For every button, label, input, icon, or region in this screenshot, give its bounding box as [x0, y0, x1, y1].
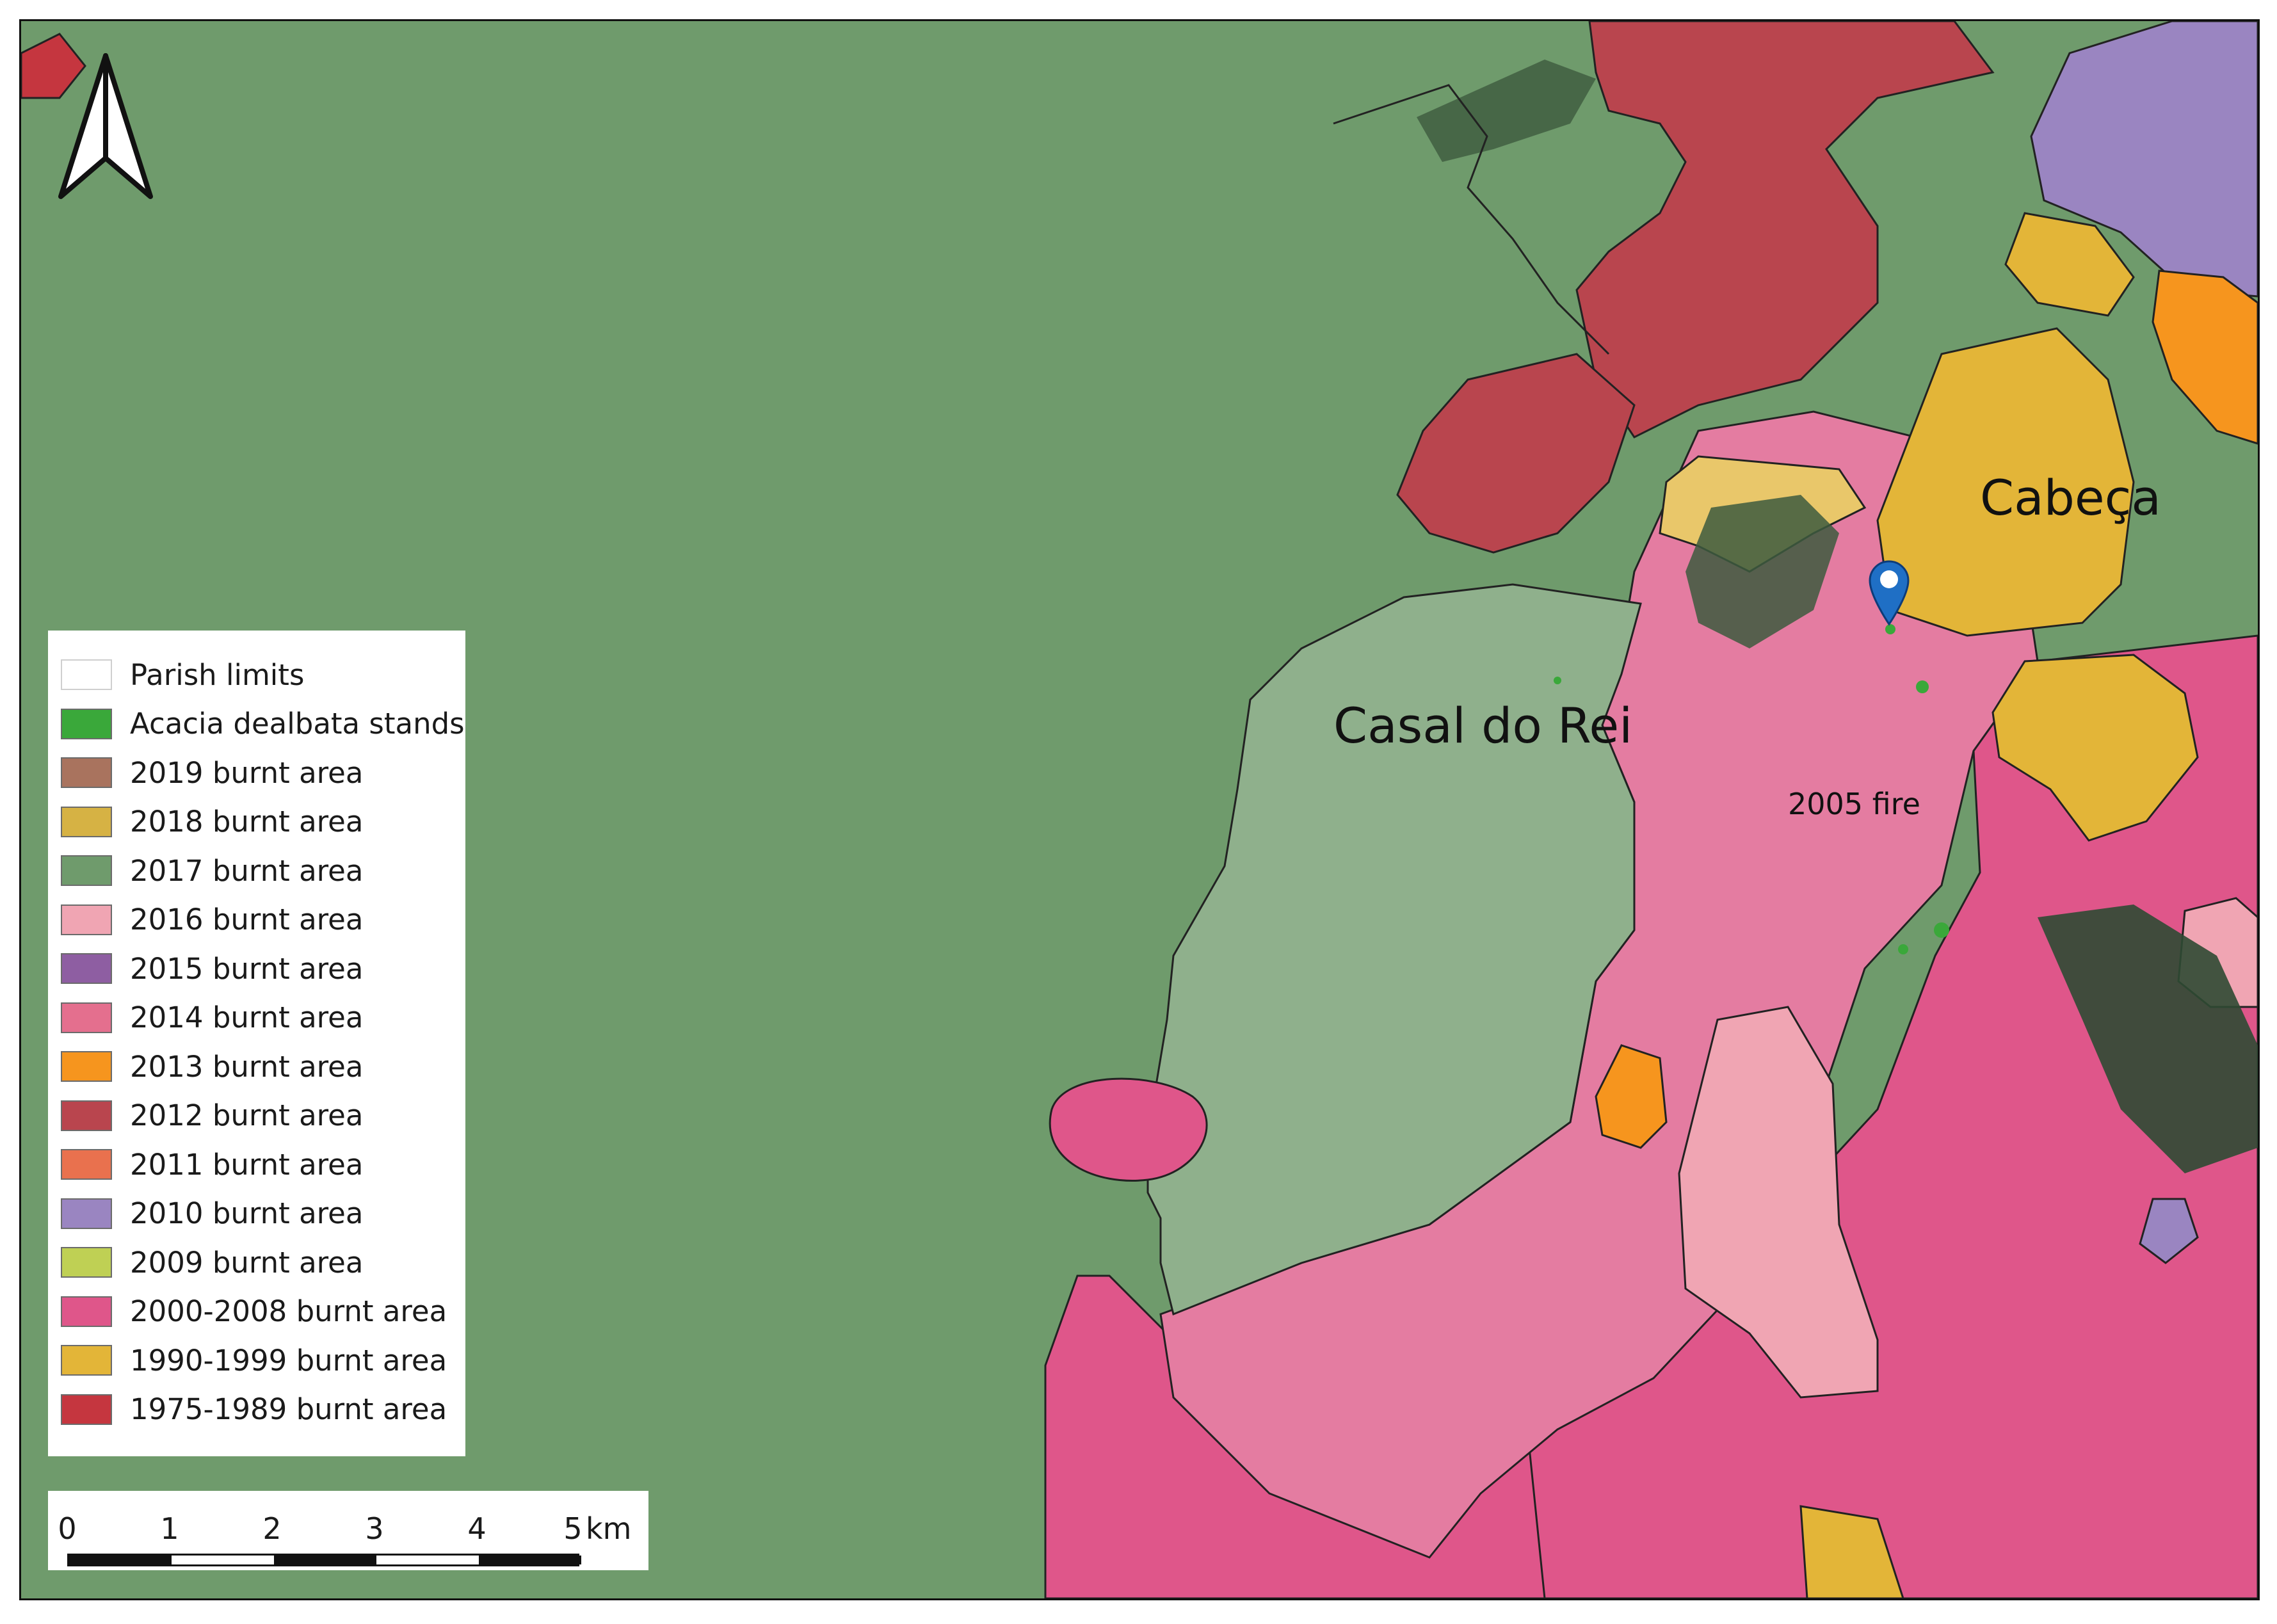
legend-item: 2015 burnt area	[61, 950, 363, 987]
forest-patch-east	[2038, 904, 2258, 1173]
legend-swatch	[61, 1394, 112, 1425]
scale-tick-4: 4	[467, 1511, 487, 1546]
legend-item: 2000-2008 burnt area	[61, 1293, 447, 1330]
map-canvas[interactable]	[21, 21, 2258, 1598]
legend-label: 2011 burnt area	[130, 1147, 364, 1182]
legend-item: 2019 burnt area	[61, 754, 363, 791]
legend-item: Parish limits	[61, 656, 304, 693]
scale-segment	[376, 1556, 479, 1564]
acacia-stand	[1898, 944, 1908, 954]
north-arrow-icon	[58, 53, 153, 199]
acacia-stand	[1934, 922, 1949, 938]
place-label-2005-fire: 2005 fire	[1788, 787, 1920, 821]
acacia-stand	[1554, 677, 1561, 684]
legend-label: 2013 burnt area	[130, 1049, 364, 1084]
burnt-area-2012-north	[1575, 21, 1995, 438]
scale-tick-1: 1	[160, 1511, 179, 1546]
legend-label: 2010 burnt area	[130, 1196, 364, 1230]
forest-patch-center	[1686, 495, 1839, 648]
burnt-area-2013-east	[2152, 269, 2258, 445]
legend-label: 2016 burnt area	[130, 903, 364, 937]
legend-label: 2000-2008 burnt area	[130, 1294, 447, 1328]
legend-swatch	[61, 1296, 112, 1327]
parish-casal-do-rei	[1147, 583, 1642, 1316]
scale-segment	[172, 1556, 274, 1564]
legend-item: 2011 burnt area	[61, 1146, 363, 1183]
burnt-area-2013-west	[1595, 1044, 1668, 1149]
legend-swatch	[61, 806, 112, 837]
burnt-area-1990-1999-south	[1799, 1505, 1904, 1598]
location-pin-icon[interactable]	[1866, 558, 1912, 627]
legend-item: 2013 burnt area	[61, 1048, 363, 1085]
legend-swatch	[61, 1100, 112, 1131]
legend-swatch	[61, 708, 112, 739]
burnt-area-1975-1989	[21, 33, 86, 99]
legend-swatch	[61, 953, 112, 984]
legend-label: 2018 burnt area	[130, 805, 364, 839]
scale-tick-5: 5	[563, 1511, 583, 1546]
acacia-stand	[1916, 680, 1929, 693]
legend-item: 1975-1989 burnt area	[61, 1391, 447, 1428]
burnt-area-2010-small	[2139, 1198, 2199, 1264]
place-label-cabeca: Cabeça	[1980, 469, 2161, 526]
legend-item: 1990-1999 burnt area	[61, 1342, 447, 1379]
scale-tick-0: 0	[58, 1511, 77, 1546]
legend-item: 2012 burnt area	[61, 1097, 363, 1134]
legend-item: 2018 burnt area	[61, 803, 363, 840]
parish-limits	[1333, 84, 1610, 355]
burnt-area-2012-west	[1396, 353, 1636, 554]
legend-label: 2017 burnt area	[130, 853, 364, 888]
legend-swatch	[61, 904, 112, 935]
legend-swatch	[61, 1247, 112, 1278]
legend-label: 1990-1999 burnt area	[130, 1343, 447, 1378]
scale-unit: km	[586, 1511, 632, 1546]
legend-item: 2010 burnt area	[61, 1195, 363, 1232]
scale-track	[67, 1554, 581, 1566]
acacia-stand	[1885, 624, 1895, 634]
legend-label: 2012 burnt area	[130, 1098, 364, 1132]
legend-swatch	[61, 1149, 112, 1180]
scale-segment	[69, 1556, 172, 1564]
burnt-area-2016	[1678, 1006, 1879, 1399]
scale-tick-3: 3	[365, 1511, 384, 1546]
burnt-area-1990-1999-north	[2004, 212, 2135, 317]
map-legend: Parish limits Acacia dealbata stands 2019 …	[48, 631, 465, 1456]
place-label-casal-do-rei: Casal do Rei	[1333, 697, 1633, 754]
legend-swatch	[61, 1198, 112, 1229]
legend-label: 2015 burnt area	[130, 951, 364, 986]
forest-patch-north	[1417, 60, 1596, 162]
legend-label: Acacia dealbata stands	[130, 707, 465, 741]
legend-item: Acacia dealbata stands	[61, 705, 465, 743]
legend-swatch	[61, 659, 112, 690]
legend-item: 2016 burnt area	[61, 901, 363, 938]
scale-tick-2: 2	[262, 1511, 282, 1546]
scale-bar: 0 1 2 3 4 5 km	[48, 1491, 648, 1570]
legend-swatch	[61, 1051, 112, 1082]
legend-swatch	[61, 855, 112, 886]
legend-label: 2014 burnt area	[130, 1001, 364, 1034]
legend-swatch	[61, 757, 112, 788]
scale-segment	[274, 1556, 376, 1564]
legend-item: 2017 burnt area	[61, 852, 363, 889]
burnt-area-2000-2008-blob	[1049, 1077, 1208, 1182]
legend-label: 1975-1989 burnt area	[130, 1392, 447, 1426]
legend-swatch	[61, 1345, 112, 1376]
legend-swatch	[61, 1002, 112, 1033]
legend-label: Parish limits	[130, 657, 305, 692]
map-frame[interactable]: Casal do Rei Cabeça 2005 fire Parish lim…	[19, 19, 2260, 1600]
burnt-area-1990-1999-round	[1991, 654, 2199, 842]
legend-item: 2009 burnt area	[61, 1244, 363, 1281]
legend-label: 2009 burnt area	[130, 1245, 364, 1280]
legend-item: 2014 burnt area	[61, 999, 363, 1036]
scale-segment	[479, 1556, 581, 1564]
legend-label: 2019 burnt area	[130, 755, 364, 790]
